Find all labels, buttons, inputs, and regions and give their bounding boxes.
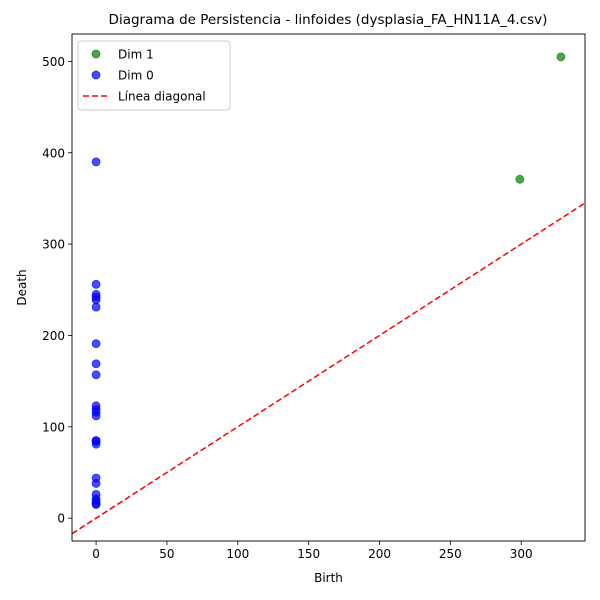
legend-label-dim-1: Dim 1: [118, 48, 154, 62]
y-tick-label-400: 400: [42, 146, 65, 160]
chart-title: Diagrama de Persistencia - linfoides (dy…: [109, 12, 548, 28]
point-dim-0-22: [91, 500, 101, 509]
point-dim-1-0: [515, 174, 525, 184]
legend-marker-dim-0: [91, 70, 101, 80]
x-tick-label-50: 50: [159, 547, 174, 561]
y-axis-label: Death: [15, 269, 29, 305]
x-tick-label-300: 300: [510, 547, 533, 561]
legend-box: [77, 40, 231, 111]
y-tick-label-300: 300: [42, 238, 65, 252]
point-dim-0-1: [91, 279, 101, 289]
point-dim-0-17: [91, 479, 101, 488]
diagonal-reference-line: [72, 202, 585, 535]
y-tick-label-500: 500: [42, 55, 65, 69]
point-dim-0-5: [91, 302, 101, 312]
point-dim-0-4: [91, 295, 101, 305]
x-tick-label-150: 150: [297, 547, 320, 561]
legend: Dim 1 Dim 0 Línea diagonal: [77, 40, 231, 111]
y-tick-label-100: 100: [42, 420, 65, 434]
point-dim-0-15: [91, 439, 101, 449]
point-dim-0-8: [91, 370, 101, 380]
plot-area: [72, 52, 585, 535]
axis-ticks: 0 50 100 150 200 250 300 0 100 200 300 400 500: [42, 55, 533, 561]
point-dim-0-12: [91, 411, 101, 421]
x-tick-label-100: 100: [226, 547, 249, 561]
x-tick-label-0: 0: [92, 547, 100, 561]
point-dim-0-6: [91, 339, 101, 349]
point-dim-0-0: [91, 157, 101, 167]
legend-marker-dim-1: [91, 49, 101, 59]
x-tick-label-250: 250: [439, 547, 462, 561]
y-tick-label-200: 200: [42, 329, 65, 343]
legend-label-línea-diagonal: Línea diagonal: [118, 90, 206, 104]
point-dim-0-7: [91, 359, 101, 369]
y-tick-label-0: 0: [57, 512, 65, 526]
plot-frame: [71, 33, 586, 542]
x-tick-label-200: 200: [368, 547, 391, 561]
point-dim-1-1: [556, 52, 566, 62]
x-axis-label: Birth: [314, 571, 343, 585]
legend-label-dim-0: Dim 0: [118, 69, 154, 83]
